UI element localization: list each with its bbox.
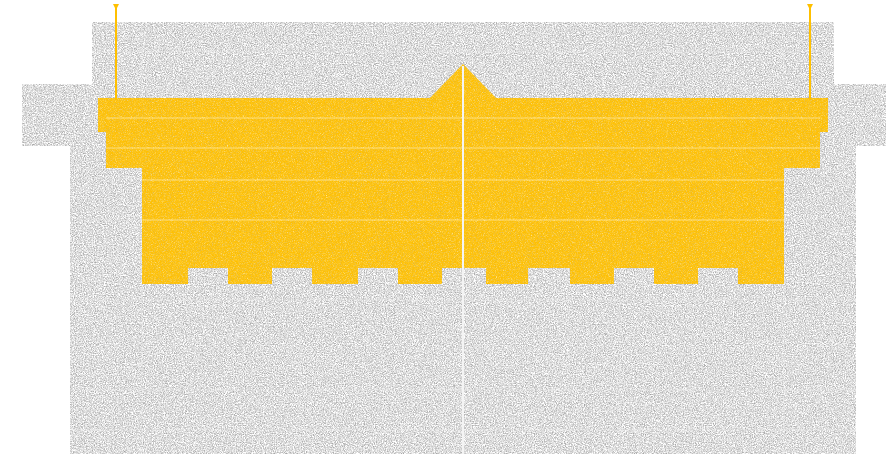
gray-left-arm xyxy=(22,84,102,146)
highlight-internal-lines xyxy=(106,117,820,221)
crenellation-tooth xyxy=(738,260,784,284)
crenellation-tooth xyxy=(570,260,614,284)
crenellation-tooth xyxy=(228,260,272,284)
pin-marker-icon xyxy=(807,4,813,100)
crenellation-tooth xyxy=(142,260,188,284)
highlight-crenellations xyxy=(142,260,784,284)
crenellation-tooth xyxy=(398,260,442,284)
crenellation-tooth xyxy=(654,260,698,284)
crenellation-tooth xyxy=(312,260,358,284)
gray-right-arm xyxy=(826,84,886,146)
crenellation-tooth xyxy=(486,260,528,284)
pin-marker-icon xyxy=(113,4,119,100)
